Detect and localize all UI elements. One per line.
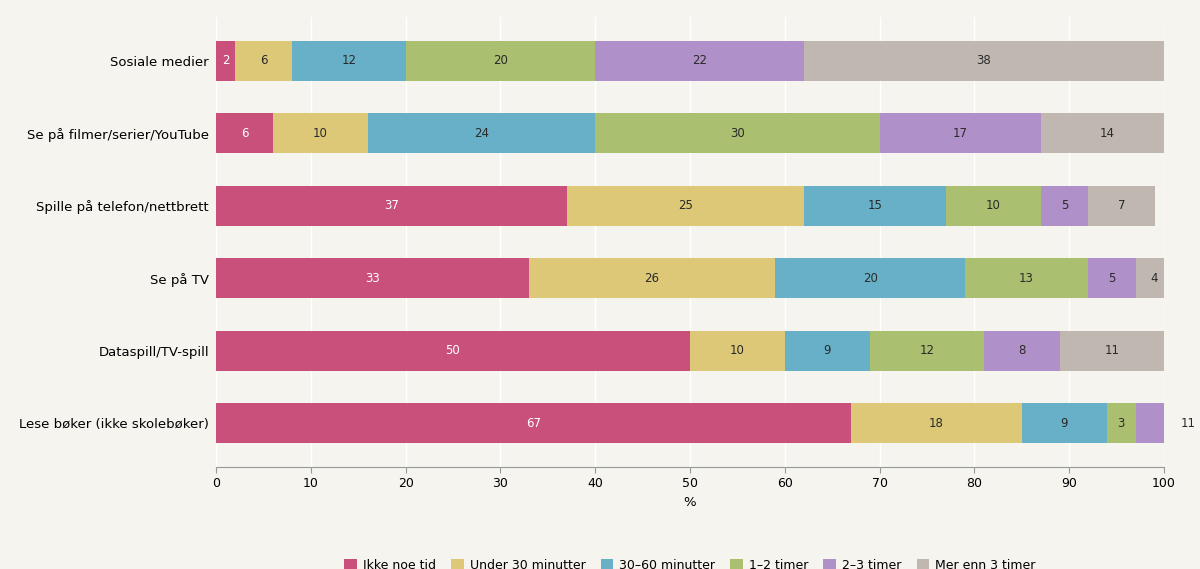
Bar (804, 40, 1164, 80)
Text: 12: 12 (919, 344, 935, 357)
Bar (595, 40, 804, 80)
Bar (1040, 113, 1174, 153)
Text: 38: 38 (977, 54, 991, 67)
Bar (870, 331, 984, 370)
Bar (216, 403, 851, 443)
Text: 11: 11 (1104, 344, 1120, 357)
Text: 13: 13 (1019, 271, 1034, 284)
Text: 33: 33 (365, 271, 379, 284)
Text: 12: 12 (341, 54, 356, 67)
Text: 20: 20 (493, 54, 508, 67)
Bar (851, 403, 1022, 443)
Legend: Ikke noe tid, Under 30 minutter, 30–60 minutter, 1–2 timer, 2–3 timer, Mer enn 3: Ikke noe tid, Under 30 minutter, 30–60 m… (340, 554, 1040, 569)
Text: 8: 8 (1018, 344, 1026, 357)
Text: 4: 4 (1151, 271, 1158, 284)
Text: 9: 9 (1061, 417, 1068, 430)
Bar (406, 40, 595, 80)
Bar (1022, 403, 1108, 443)
Text: 15: 15 (868, 199, 882, 212)
Bar (216, 258, 529, 298)
Bar (292, 40, 406, 80)
Bar (216, 113, 272, 153)
Text: 7: 7 (1117, 199, 1126, 212)
Bar (1088, 258, 1135, 298)
Text: 10: 10 (986, 199, 1001, 212)
Text: 5: 5 (1061, 199, 1068, 212)
Bar (566, 185, 804, 225)
Text: 24: 24 (474, 126, 488, 139)
Bar (1108, 403, 1135, 443)
Text: 17: 17 (953, 126, 967, 139)
Text: 3: 3 (1117, 417, 1126, 430)
Bar (1088, 185, 1154, 225)
Text: 22: 22 (692, 54, 707, 67)
Text: 18: 18 (929, 417, 944, 430)
Bar (965, 258, 1088, 298)
Bar (595, 113, 880, 153)
Bar (690, 331, 785, 370)
Text: 50: 50 (445, 344, 461, 357)
Bar (235, 40, 292, 80)
Bar (1135, 258, 1174, 298)
Bar (216, 331, 690, 370)
Bar (216, 40, 235, 80)
Text: 6: 6 (259, 54, 268, 67)
Bar (804, 185, 946, 225)
Text: 6: 6 (241, 126, 248, 139)
Bar (1060, 331, 1164, 370)
Bar (984, 331, 1060, 370)
Bar (946, 185, 1040, 225)
Text: 37: 37 (384, 199, 398, 212)
Bar (1135, 403, 1200, 443)
Text: 67: 67 (526, 417, 541, 430)
Bar (785, 331, 870, 370)
Text: 26: 26 (644, 271, 660, 284)
Text: 25: 25 (678, 199, 692, 212)
Text: 30: 30 (730, 126, 745, 139)
Bar (272, 113, 367, 153)
Bar (367, 113, 595, 153)
Text: 9: 9 (823, 344, 832, 357)
Bar (216, 185, 566, 225)
Bar (529, 258, 775, 298)
Text: 10: 10 (313, 126, 328, 139)
Text: 2: 2 (222, 54, 229, 67)
Text: 10: 10 (730, 344, 745, 357)
Text: 11: 11 (1181, 417, 1195, 430)
Text: 14: 14 (1099, 126, 1115, 139)
X-axis label: %: % (684, 496, 696, 509)
Text: 5: 5 (1108, 271, 1116, 284)
Bar (1040, 185, 1088, 225)
Text: 20: 20 (863, 271, 877, 284)
Bar (775, 258, 965, 298)
Bar (880, 113, 1040, 153)
